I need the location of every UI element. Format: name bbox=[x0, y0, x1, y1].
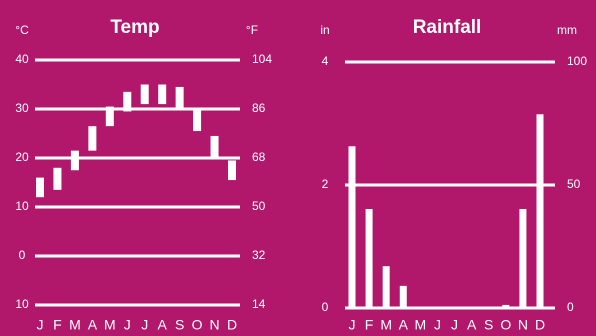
y-tick-label: 2 bbox=[322, 177, 329, 191]
y-tick-label: 10 bbox=[15, 199, 29, 213]
x-tick-label: J bbox=[141, 317, 148, 333]
y2-tick-label: 0 bbox=[567, 300, 574, 314]
x-tick-label: J bbox=[434, 317, 441, 333]
rain-bar bbox=[382, 266, 390, 308]
x-tick-label: J bbox=[349, 317, 356, 333]
y2-tick-label: 50 bbox=[567, 177, 581, 191]
temp-range-bar bbox=[105, 106, 114, 127]
y-tick-label: 0 bbox=[19, 248, 26, 262]
temp-range-bar bbox=[53, 167, 62, 190]
y2-tick-label: 86 bbox=[252, 101, 266, 115]
y-axis-unit: in bbox=[320, 23, 329, 37]
temp-range-bar bbox=[36, 177, 44, 198]
x-tick-label: A bbox=[467, 317, 477, 333]
y2-tick-label: 100 bbox=[567, 54, 587, 68]
temp-range-bar bbox=[193, 109, 202, 132]
x-tick-label: N bbox=[518, 317, 528, 333]
x-tick-label: O bbox=[500, 317, 511, 333]
x-tick-label: M bbox=[104, 317, 116, 333]
x-tick-label: M bbox=[415, 317, 427, 333]
y2-tick-label: 32 bbox=[252, 248, 266, 262]
y-tick-label: 20 bbox=[15, 150, 29, 164]
y-axis-unit: °C bbox=[15, 23, 29, 37]
x-tick-label: F bbox=[365, 317, 374, 333]
y2-tick-label: 104 bbox=[252, 52, 272, 66]
x-tick-label: J bbox=[124, 317, 131, 333]
temp-range-bar bbox=[228, 160, 236, 181]
rain-bar bbox=[519, 208, 527, 308]
x-tick-label: F bbox=[53, 317, 62, 333]
temp-range-bar bbox=[70, 150, 79, 171]
temp-range-bar bbox=[123, 91, 132, 112]
x-tick-label: D bbox=[535, 317, 545, 333]
temp-range-bar bbox=[210, 135, 219, 158]
x-tick-label: M bbox=[69, 317, 81, 333]
y-tick-label: 40 bbox=[15, 52, 29, 66]
y-tick-label: 0 bbox=[322, 300, 329, 314]
rain-bar bbox=[502, 304, 510, 308]
x-tick-label: O bbox=[192, 317, 203, 333]
chart-title: Rainfall bbox=[413, 17, 482, 38]
y2-tick-label: 14 bbox=[252, 297, 266, 311]
x-tick-label: J bbox=[451, 317, 458, 333]
temp-range-bar bbox=[175, 86, 184, 109]
rain-bar bbox=[536, 114, 544, 309]
x-tick-label: J bbox=[37, 317, 44, 333]
y-tick-label: 30 bbox=[15, 101, 29, 115]
rain-bar bbox=[348, 146, 356, 308]
x-tick-label: D bbox=[227, 317, 237, 333]
temp-range-bar bbox=[88, 126, 97, 151]
x-tick-label: M bbox=[380, 317, 392, 333]
x-tick-label: A bbox=[158, 317, 168, 333]
y-tick-label: 10 bbox=[15, 297, 29, 311]
x-tick-label: S bbox=[484, 317, 493, 333]
y2-axis-unit: °F bbox=[246, 23, 258, 37]
rain-bar bbox=[365, 208, 373, 308]
x-tick-label: N bbox=[209, 317, 219, 333]
chart-title: Temp bbox=[110, 17, 159, 38]
y2-tick-label: 68 bbox=[252, 150, 266, 164]
y-tick-label: 4 bbox=[322, 54, 329, 68]
x-tick-label: S bbox=[175, 317, 184, 333]
rain-bar bbox=[399, 285, 407, 308]
temp-range-bar bbox=[140, 84, 149, 105]
temp-range-bar bbox=[158, 84, 167, 105]
y2-axis-unit: mm bbox=[557, 23, 577, 37]
x-tick-label: A bbox=[399, 317, 409, 333]
x-tick-label: A bbox=[88, 317, 98, 333]
y2-tick-label: 50 bbox=[252, 199, 266, 213]
